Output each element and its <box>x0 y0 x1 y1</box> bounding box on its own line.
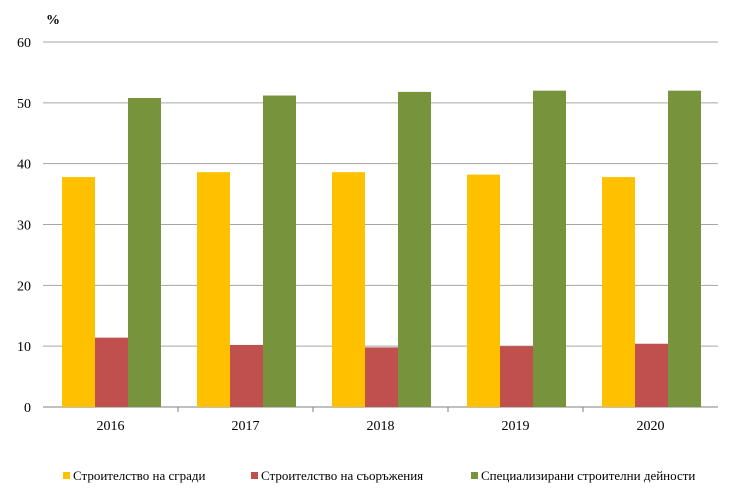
y-tick-label: 0 <box>24 401 31 416</box>
bar-2016-series-2 <box>95 337 128 407</box>
x-tick-label: 2018 <box>367 419 395 434</box>
bar-2020-series-2 <box>635 343 668 407</box>
legend-entry-label: Специализирани строителни дейности <box>481 468 695 483</box>
x-tick-label: 2016 <box>97 419 125 434</box>
bar-2020-series-3 <box>668 90 701 408</box>
bar-2018-series-3 <box>398 91 431 407</box>
bar-2019-series-1 <box>467 174 500 407</box>
y-tick-label: 50 <box>17 97 31 112</box>
legend-swatch <box>63 472 70 479</box>
y-tick-label: 30 <box>17 219 31 234</box>
x-tick-label: 2019 <box>502 419 530 434</box>
x-tick-label: 2020 <box>637 419 665 434</box>
y-tick-label: 60 <box>17 36 31 51</box>
legend: Строителство на сгради Строителство на съ… <box>63 468 695 483</box>
y-axis-unit-label: % <box>46 13 60 28</box>
bar-2020-series-1 <box>602 177 635 407</box>
legend-swatch <box>471 472 478 479</box>
y-tick-label: 10 <box>17 340 31 355</box>
bars <box>62 90 701 408</box>
bar-2019-series-3 <box>533 90 566 408</box>
bar-2019-series-2 <box>500 346 533 407</box>
y-tick-label: 40 <box>17 158 31 173</box>
legend-entry-label: Строителство на сгради <box>73 468 205 483</box>
bar-2016-series-3 <box>128 97 161 407</box>
bar-2018-series-2 <box>365 347 398 407</box>
legend-entry-label: Строителство на съоръжения <box>261 468 423 483</box>
legend-swatch <box>251 472 258 479</box>
bar-2017-series-2 <box>230 344 263 407</box>
bar-2016-series-1 <box>62 177 95 407</box>
bar-2017-series-1 <box>197 172 230 407</box>
bar-2017-series-3 <box>263 95 296 408</box>
y-tick-label: 20 <box>17 279 31 294</box>
bar-2018-series-1 <box>332 172 365 407</box>
x-tick-label: 2017 <box>232 419 260 434</box>
